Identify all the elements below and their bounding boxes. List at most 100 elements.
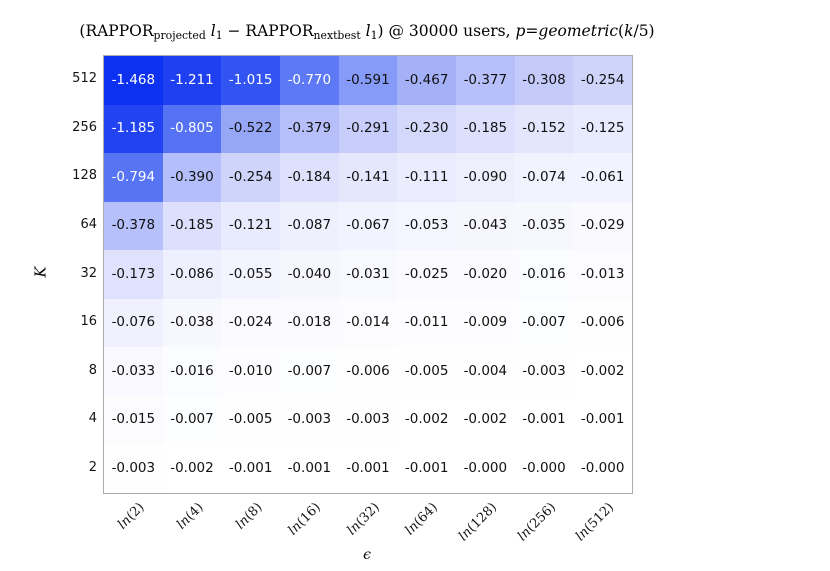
heatmap-cell: -0.001 [397,444,456,493]
heatmap-cell: -0.003 [338,395,398,445]
heatmap-cell: -1.185 [104,104,163,154]
heatmap-cell: -0.230 [397,104,456,154]
heatmap-cell: -0.009 [456,298,515,348]
chart-title-segment: 1 [215,29,223,43]
y-axis-label: K [33,266,50,278]
heatmap-cell: -0.005 [397,347,456,396]
heatmap-cell: -0.770 [280,56,339,105]
chart-title-segment: = [525,22,539,40]
heatmap-cell: -0.006 [573,298,632,348]
x-tick-label-argument: (256) [523,500,559,536]
x-axis-label: ϵ [363,547,371,563]
heatmap-cell: -0.379 [280,104,339,154]
heatmap-cell: -0.001 [280,444,339,493]
x-tick-label: ln(2) [115,500,147,532]
x-tick-label: ln(256) [514,500,558,544]
heatmap-cell: -0.011 [397,298,456,348]
heatmap-cell: -0.185 [456,104,515,154]
x-tick-label: ln(8) [233,500,265,532]
y-tick-label: 16 [80,314,97,330]
heatmap-cell: -0.007 [514,298,574,348]
y-tick-label: 4 [88,411,97,427]
chart-title-segment: (RAPPOR [79,22,154,40]
chart-title-segment: geometric [538,22,618,40]
heatmap-cell: -0.173 [104,250,163,299]
heatmap-cell: -0.067 [338,201,398,251]
y-tick-label: 256 [72,119,97,135]
y-tick-label: 128 [72,168,97,184]
heatmap-cell: -0.015 [104,395,163,445]
heatmap-cell: -0.007 [280,347,339,396]
heatmap-cell: -0.020 [456,250,515,299]
heatmap-cell: -0.076 [104,298,163,348]
chart-title-segment: projected [153,29,206,43]
y-tick-label: 64 [80,216,97,232]
heatmap-cell: -0.087 [280,201,339,251]
heatmap-cell: -0.378 [104,201,163,251]
y-tick-label: 32 [80,265,97,281]
heatmap-cell: -0.001 [221,444,280,493]
heatmap-cell: -1.015 [221,56,280,105]
heatmap-cell: -0.090 [456,153,515,202]
chart-title-segment: 1 [370,29,378,43]
heatmap-plot-area: -1.468 -1.211 -1.015 -0.770 -0.591 -0.467 -0.3… [103,55,633,494]
heatmap-cell: -0.002 [456,395,515,445]
heatmap-cell: -0.018 [280,298,339,348]
chart-title-segment: l [210,22,216,40]
chart-title: (RAPPORprojected l1 − RAPPORnextbest l1)… [37,22,697,42]
heatmap-cell: -0.035 [514,201,574,251]
y-tick-label: 512 [72,71,97,87]
chart-title-segment: − RAPPOR [222,22,314,40]
heatmap-cell: -0.522 [221,104,280,154]
x-tick-label: ln(4) [174,500,206,532]
heatmap-cell: -0.111 [397,153,456,202]
heatmap-cell: -0.121 [221,201,280,251]
heatmap-cell: -0.001 [514,395,574,445]
heatmap-cell: -0.003 [514,347,574,396]
heatmap-cell: -0.390 [162,153,222,202]
heatmap-cell: -0.003 [104,444,163,493]
heatmap-cell: -0.184 [280,153,339,202]
heatmap-cell: -0.591 [338,56,398,105]
heatmap-cell: -0.010 [221,347,280,396]
heatmap-cell: -0.040 [280,250,339,299]
heatmap-cell: -0.014 [338,298,398,348]
heatmap-cell: -0.074 [514,153,574,202]
y-tick-label: 8 [88,362,97,378]
chart-title-segment: ) @ 30000 users, [377,22,516,40]
heatmap-cell: -0.016 [162,347,222,396]
heatmap-cell: -0.033 [104,347,163,396]
chart-title-segment: l [365,22,371,40]
heatmap-cell: -0.002 [397,395,456,445]
heatmap-cell: -0.016 [514,250,574,299]
heatmap-cell: -0.061 [573,153,632,202]
heatmap-cell: -0.000 [514,444,574,493]
heatmap-cell: -0.254 [221,153,280,202]
heatmap-cell: -0.805 [162,104,222,154]
heatmap-cell: -0.152 [514,104,574,154]
heatmap-cell: -0.001 [573,395,632,445]
x-tick-label-argument: (512) [581,500,618,536]
heatmap-cell: -0.002 [162,444,222,493]
y-tick-label: 2 [88,459,97,475]
heatmap-cell: -0.043 [456,201,515,251]
chart-title-segment: ( [618,22,625,40]
heatmap-cell: -0.055 [221,250,280,299]
heatmap-cell: -0.141 [338,153,398,202]
heatmap-cell: -1.211 [162,56,222,105]
heatmap-cell: -0.006 [338,347,398,396]
heatmap-cell: -0.185 [162,201,222,251]
heatmap-cell: -0.000 [456,444,515,493]
heatmap-cell: -0.002 [573,347,632,396]
x-tick-label: ln(128) [456,500,500,544]
heatmap-cell: -0.794 [104,153,163,202]
heatmap-cell: -0.005 [221,395,280,445]
heatmap-cell: -0.308 [514,56,574,105]
heatmap-cell: -0.467 [397,56,456,105]
heatmap-cell: -0.029 [573,201,632,251]
heatmap-cell: -0.001 [338,444,398,493]
heatmap-cell: -0.125 [573,104,632,154]
heatmap-cell: -1.468 [104,56,163,105]
heatmap-cell: -0.291 [338,104,398,154]
